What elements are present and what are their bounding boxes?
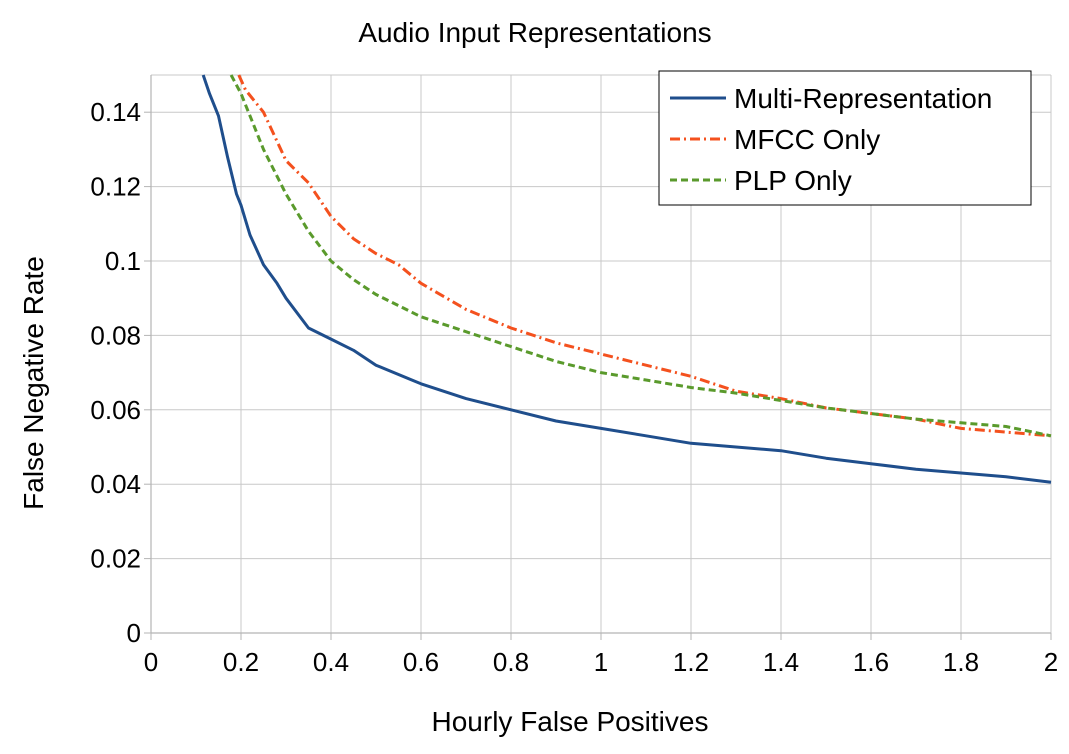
y-tick-label: 0.02 bbox=[90, 544, 141, 574]
legend: Multi-Representation MFCC Only PLP Only bbox=[658, 70, 1032, 206]
legend-box bbox=[658, 70, 1032, 206]
series-line-3 bbox=[229, 74, 1052, 438]
x-axis-label: Hourly False Positives bbox=[432, 706, 709, 737]
axes bbox=[144, 75, 1052, 640]
y-tick-label: 0.08 bbox=[90, 320, 141, 350]
y-tick-label: 0.12 bbox=[90, 172, 141, 202]
x-tick-label: 0.8 bbox=[493, 647, 529, 677]
y-tick-label: 0.06 bbox=[90, 395, 141, 425]
x-tick-label: 1.6 bbox=[853, 647, 889, 677]
legend-label-3: PLP Only bbox=[734, 165, 852, 196]
chart-title: Audio Input Representations bbox=[358, 17, 711, 48]
series-line-1 bbox=[201, 74, 1052, 484]
y-tick-label: 0.14 bbox=[90, 97, 141, 127]
x-tick-labels: 0 0.2 0.4 0.6 0.8 1 1.2 1.4 1.6 1.8 2 bbox=[144, 647, 1058, 677]
y-tick-labels: 0 0.02 0.04 0.06 0.08 0.1 0.12 0.14 bbox=[90, 97, 141, 648]
x-tick-label: 1.2 bbox=[673, 647, 709, 677]
x-tick-label: 1.4 bbox=[763, 647, 799, 677]
legend-label-2: MFCC Only bbox=[734, 124, 880, 155]
y-tick-label: 0 bbox=[127, 618, 141, 648]
series-lines bbox=[201, 74, 1052, 484]
x-tick-label: 0.6 bbox=[403, 647, 439, 677]
y-tick-label: 0.1 bbox=[105, 246, 141, 276]
x-tick-label: 1 bbox=[594, 647, 608, 677]
x-tick-label: 0 bbox=[144, 647, 158, 677]
x-tick-label: 0.2 bbox=[223, 647, 259, 677]
y-tick-label: 0.04 bbox=[90, 469, 141, 499]
x-tick-label: 2 bbox=[1044, 647, 1058, 677]
legend-label-1: Multi-Representation bbox=[734, 83, 992, 114]
x-tick-label: 0.4 bbox=[313, 647, 349, 677]
y-axis-label: False Negative Rate bbox=[18, 256, 49, 510]
x-tick-label: 1.8 bbox=[943, 647, 979, 677]
